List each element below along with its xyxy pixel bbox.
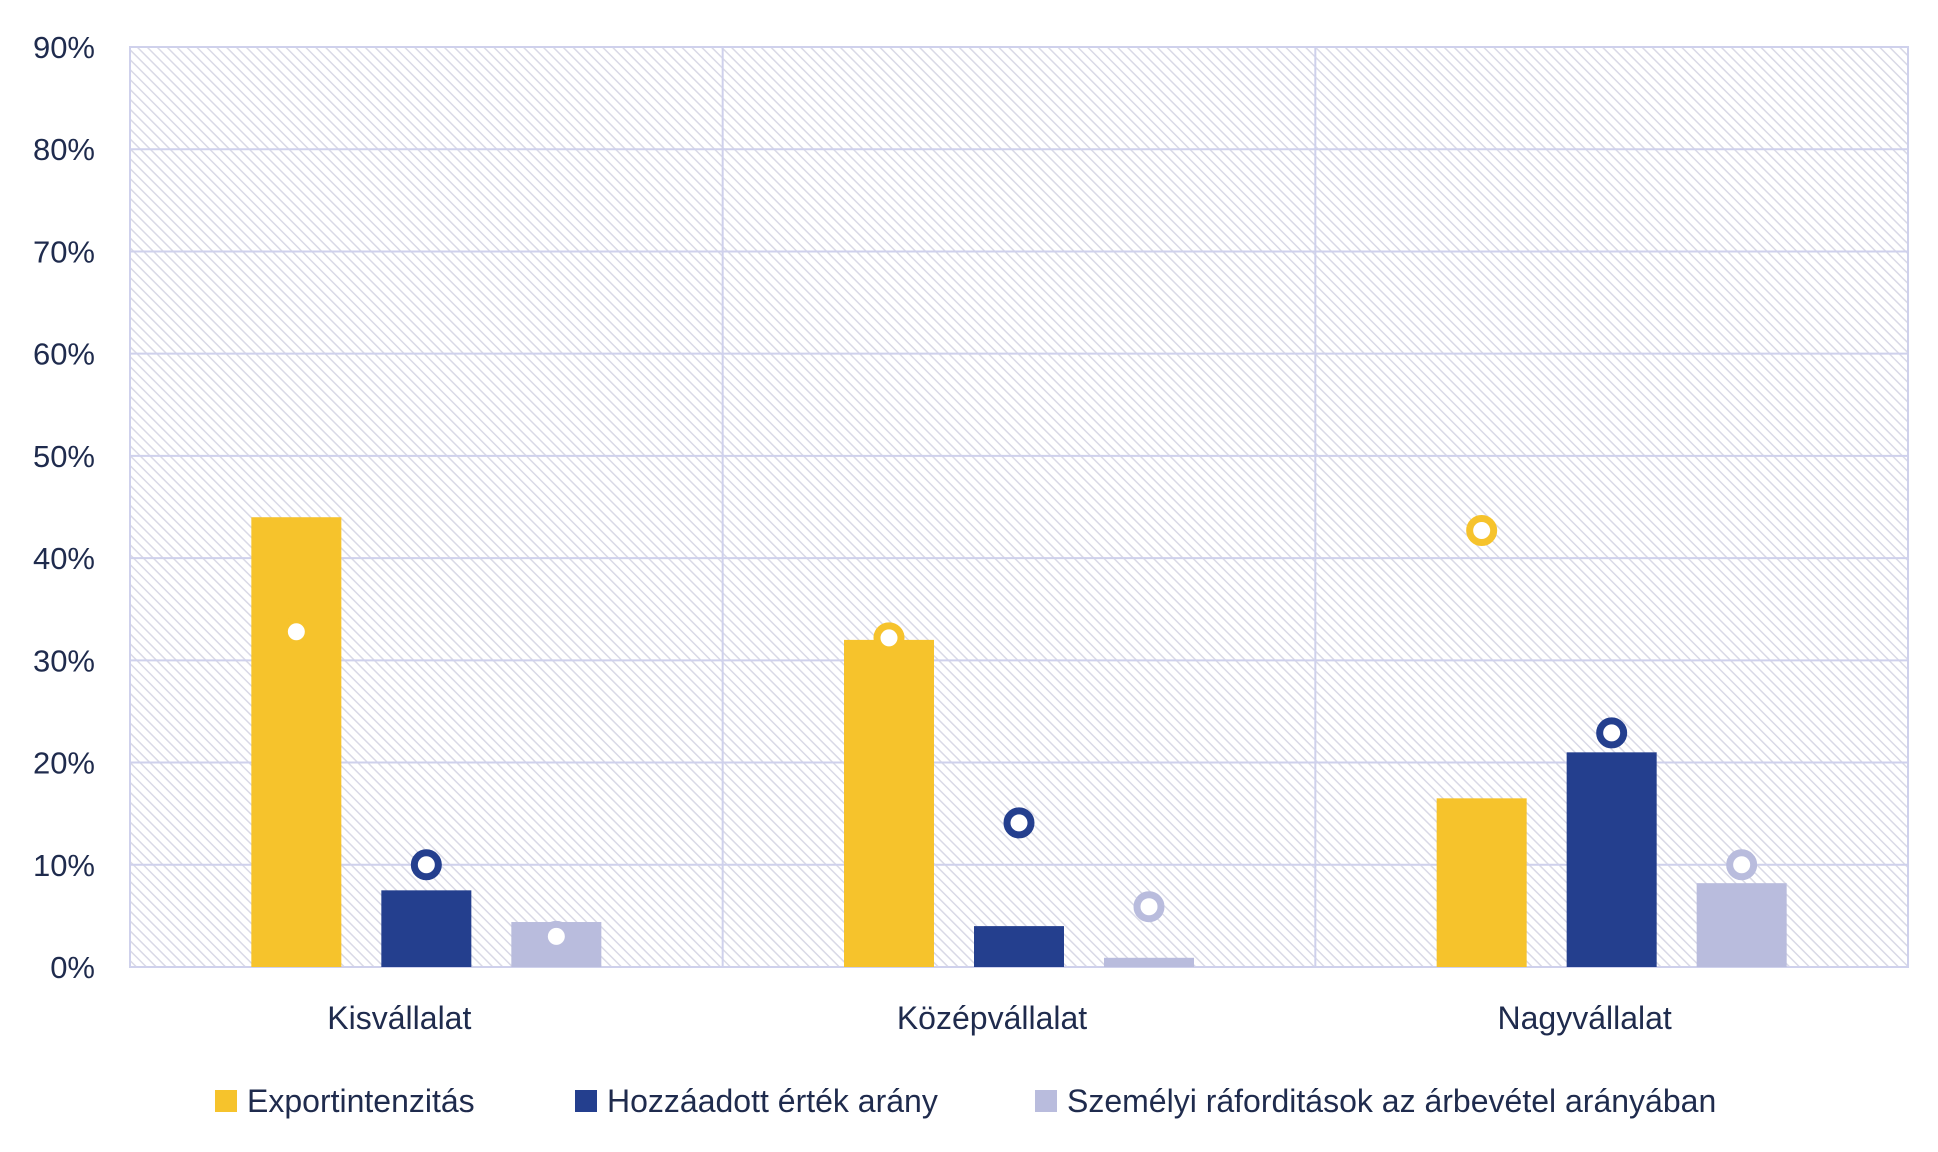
y-tick-label: 20% [33,746,95,781]
bar [844,639,934,967]
bar [1696,883,1787,967]
bar [1104,957,1194,967]
legend-label: Személyi ráforditások az árbevétel arány… [1067,1083,1716,1119]
bar [251,517,342,967]
marker-point [1003,807,1035,839]
markers [280,515,1758,952]
bar [1566,752,1657,967]
bars [251,517,1787,967]
marker-point [540,920,572,952]
x-category-label: Középvállalat [897,1000,1087,1036]
marker-point [1466,515,1498,547]
marker-point [873,622,905,654]
legend-swatch [575,1090,597,1112]
x-category-label: Nagyvállalat [1498,1000,1672,1036]
bar [1436,798,1527,967]
legend-label: Hozzáadott érték arány [607,1083,938,1119]
marker-point [1133,891,1165,923]
marker-point [280,616,312,648]
bar [381,890,472,967]
x-axis: Kisvállalat Középvállalat Nagyvállalat [327,1000,1672,1036]
y-tick-label: 80% [33,132,95,167]
bar [974,926,1064,967]
marker-point [1726,849,1758,881]
legend-swatch [215,1090,237,1112]
y-tick-label: 50% [33,439,95,474]
y-tick-label: 70% [33,234,95,269]
x-category-label: Kisvállalat [327,1000,471,1036]
legend-swatch [1035,1090,1057,1112]
y-tick-label: 40% [33,541,95,576]
y-tick-label: 90% [33,30,95,65]
y-tick-label: 0% [50,950,95,985]
y-tick-label: 10% [33,848,95,883]
legend-label: Exportintenzitás [247,1083,475,1119]
y-tick-label: 30% [33,643,95,678]
legend: Exportintenzitás Hozzáadott érték arány Sz… [215,1083,1716,1119]
marker-point [1596,717,1628,749]
y-axis: 0% 10% 20% 30% 40% 50% 60% 70% 80% 90% [33,30,95,985]
marker-point [410,849,442,881]
y-tick-label: 60% [33,337,95,372]
